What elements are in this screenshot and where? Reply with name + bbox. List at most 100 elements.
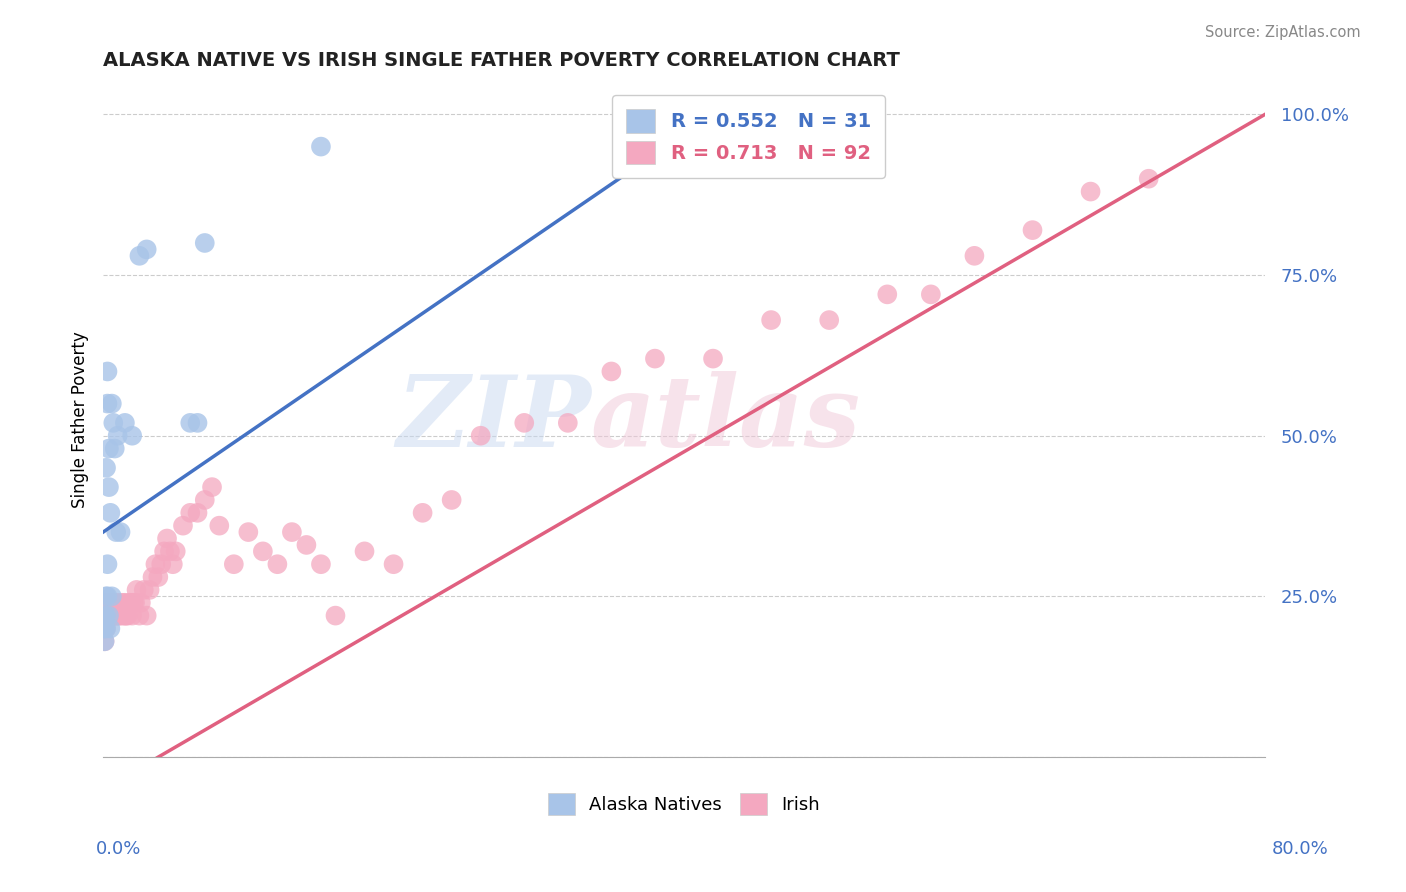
Point bbox=[128, 249, 150, 263]
Point bbox=[295, 538, 318, 552]
Point bbox=[138, 582, 160, 597]
Point bbox=[101, 608, 124, 623]
Point bbox=[115, 608, 138, 623]
Point bbox=[96, 590, 118, 604]
Point bbox=[96, 608, 118, 623]
Point bbox=[876, 287, 898, 301]
Point bbox=[94, 608, 117, 623]
Point bbox=[93, 608, 115, 623]
Point bbox=[107, 608, 129, 623]
Point bbox=[1137, 171, 1160, 186]
Point bbox=[97, 480, 120, 494]
Point bbox=[145, 558, 167, 572]
Point bbox=[110, 608, 132, 623]
Point bbox=[100, 622, 122, 636]
Point bbox=[125, 582, 148, 597]
Point bbox=[963, 249, 986, 263]
Point bbox=[97, 608, 120, 623]
Point bbox=[103, 416, 125, 430]
Legend: Alaska Natives, Irish: Alaska Natives, Irish bbox=[540, 786, 828, 822]
Point bbox=[644, 351, 666, 366]
Point bbox=[93, 622, 115, 636]
Point bbox=[97, 608, 120, 623]
Point bbox=[112, 608, 135, 623]
Point bbox=[238, 525, 260, 540]
Point bbox=[135, 243, 157, 257]
Point bbox=[818, 313, 841, 327]
Point bbox=[100, 596, 122, 610]
Point bbox=[165, 544, 187, 558]
Point bbox=[101, 590, 124, 604]
Point bbox=[153, 544, 176, 558]
Point bbox=[103, 596, 125, 610]
Point bbox=[325, 608, 347, 623]
Point bbox=[94, 460, 117, 475]
Point bbox=[96, 364, 118, 378]
Point bbox=[93, 634, 115, 648]
Point bbox=[94, 608, 117, 623]
Point bbox=[172, 518, 194, 533]
Point bbox=[121, 428, 143, 442]
Point bbox=[110, 525, 132, 540]
Point bbox=[96, 608, 118, 623]
Point bbox=[111, 596, 134, 610]
Point bbox=[179, 416, 201, 430]
Point bbox=[93, 622, 115, 636]
Point bbox=[150, 558, 173, 572]
Point bbox=[440, 492, 463, 507]
Point bbox=[97, 608, 120, 623]
Point bbox=[222, 558, 245, 572]
Y-axis label: Single Father Poverty: Single Father Poverty bbox=[72, 331, 89, 508]
Point bbox=[470, 428, 492, 442]
Point bbox=[759, 313, 782, 327]
Point bbox=[93, 622, 115, 636]
Point bbox=[94, 590, 117, 604]
Point bbox=[208, 518, 231, 533]
Point bbox=[97, 596, 120, 610]
Point bbox=[96, 608, 118, 623]
Point bbox=[382, 558, 405, 572]
Point bbox=[96, 558, 118, 572]
Point bbox=[162, 558, 184, 572]
Point bbox=[920, 287, 942, 301]
Point bbox=[93, 608, 115, 623]
Text: ALASKA NATIVE VS IRISH SINGLE FATHER POVERTY CORRELATION CHART: ALASKA NATIVE VS IRISH SINGLE FATHER POV… bbox=[103, 51, 900, 70]
Point bbox=[105, 608, 128, 623]
Point bbox=[159, 544, 181, 558]
Point bbox=[117, 608, 139, 623]
Point bbox=[94, 622, 117, 636]
Point bbox=[309, 558, 332, 572]
Text: 0.0%: 0.0% bbox=[96, 840, 141, 858]
Point bbox=[120, 596, 142, 610]
Point bbox=[104, 596, 127, 610]
Point bbox=[97, 608, 120, 623]
Point bbox=[101, 596, 124, 610]
Point bbox=[100, 608, 122, 623]
Text: 80.0%: 80.0% bbox=[1272, 840, 1329, 858]
Point bbox=[114, 596, 136, 610]
Point bbox=[557, 416, 579, 430]
Point bbox=[1080, 185, 1102, 199]
Point bbox=[129, 596, 152, 610]
Point bbox=[194, 235, 217, 250]
Point bbox=[93, 608, 115, 623]
Point bbox=[266, 558, 288, 572]
Point bbox=[96, 396, 118, 410]
Point bbox=[132, 582, 155, 597]
Point bbox=[201, 480, 224, 494]
Point bbox=[108, 608, 131, 623]
Point bbox=[114, 608, 136, 623]
Point bbox=[94, 608, 117, 623]
Point bbox=[105, 525, 128, 540]
Point bbox=[94, 608, 117, 623]
Point bbox=[94, 596, 117, 610]
Point bbox=[107, 596, 129, 610]
Point bbox=[186, 506, 208, 520]
Point bbox=[100, 506, 122, 520]
Point bbox=[93, 634, 115, 648]
Point bbox=[186, 416, 208, 430]
Point bbox=[600, 364, 623, 378]
Text: atlas: atlas bbox=[591, 371, 860, 468]
Point bbox=[101, 396, 124, 410]
Point bbox=[118, 596, 141, 610]
